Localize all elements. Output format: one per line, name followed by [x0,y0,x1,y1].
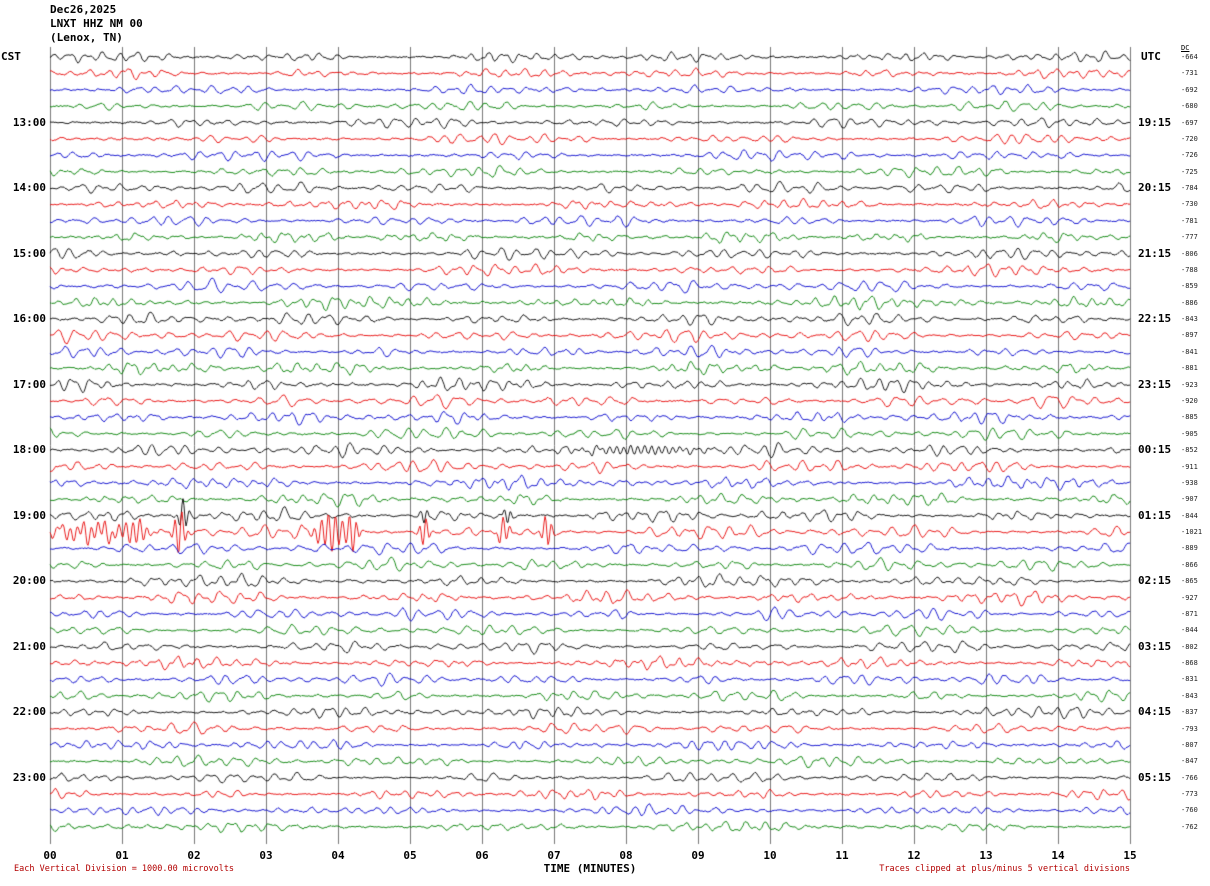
dc-offset-value: -927 [1181,593,1198,602]
minute-tick-label: 05 [403,849,417,862]
minute-tick-label: 15 [1123,849,1137,862]
hour-label-utc: 00:15 [1138,443,1172,457]
title-location: (Lenox, TN) [50,31,123,44]
dc-offset-value: -807 [1181,740,1198,749]
hour-label-utc: 20:15 [1138,181,1172,195]
dc-offset-value: -793 [1181,724,1198,733]
dc-offset-value: -920 [1181,396,1198,405]
hour-label-cst: 23:00 [12,770,46,784]
hour-label-cst: 14:00 [12,181,46,195]
dc-offset-value: -664 [1181,53,1198,61]
x-axis-title: TIME (MINUTES) [543,862,637,875]
minute-tick-label: 00 [43,849,57,862]
dc-offset-value: -720 [1181,134,1198,143]
hour-label-utc: 05:15 [1138,770,1172,784]
dc-offset-value: -866 [1181,560,1198,569]
hour-label-cst: 13:00 [12,115,46,129]
minute-tick-label: 10 [763,849,777,862]
dc-offset-value: -762 [1181,822,1198,831]
hour-label-utc: 04:15 [1138,705,1172,719]
dc-offset-value: -844 [1181,626,1198,635]
vertical-division-note: Each Vertical Division = 1000.00 microvo… [14,864,235,874]
hour-label-cst: 15:00 [12,246,46,260]
dc-offset-value: -802 [1181,642,1198,651]
minute-tick-label: 12 [907,849,921,862]
dc-offset-value: -777 [1181,233,1198,242]
hour-label-cst: 16:00 [12,312,46,326]
dc-column-header: DC [1181,44,1190,52]
dc-offset-value: -847 [1181,757,1198,766]
dc-offset-value: -881 [1181,364,1198,373]
hour-label-utc: 03:15 [1138,639,1172,653]
dc-offset-value: -889 [1181,544,1198,553]
minute-tick-label: 09 [691,849,705,862]
dc-offset-value: -841 [1181,347,1198,356]
dc-offset-value: -886 [1181,298,1198,307]
dc-offset-value: -831 [1181,675,1198,684]
hour-label-cst: 22:00 [12,705,46,719]
dc-offset-value: -837 [1181,708,1198,717]
minute-tick-label: 14 [1051,849,1065,862]
dc-offset-value: -871 [1181,609,1198,618]
hour-label-utc: 21:15 [1138,246,1172,260]
minute-tick-label: 06 [475,849,489,862]
dc-offset-value: -766 [1181,773,1198,782]
minute-tick-label: 08 [619,849,633,862]
dc-offset-value: -938 [1181,478,1198,487]
dc-offset-value: -1021 [1181,528,1203,537]
right-axis-label: UTC [1141,50,1161,63]
dc-offset-value: -784 [1181,184,1198,193]
hour-label-cst: 17:00 [12,377,46,391]
dc-offset-value: -905 [1181,429,1198,438]
hour-label-utc: 01:15 [1138,508,1172,522]
title-station: LNXT HHZ NM 00 [50,17,143,30]
dc-offset-value: -865 [1181,577,1198,586]
dc-offset-value: -806 [1181,249,1198,258]
dc-offset-value: -868 [1181,659,1198,668]
dc-offset-value: -788 [1181,265,1198,274]
hour-label-utc: 02:15 [1138,574,1172,588]
dc-offset-value: -680 [1181,102,1198,111]
minute-tick-label: 03 [259,849,273,862]
minute-tick-label: 04 [331,849,345,862]
dc-offset-value: -907 [1181,495,1198,504]
hour-label-utc: 23:15 [1138,377,1172,391]
clipping-note: Traces clipped at plus/minus 5 vertical … [879,864,1130,874]
dc-offset-value: -897 [1181,331,1198,340]
dc-offset-value: -781 [1181,216,1198,225]
dc-offset-value: -859 [1181,282,1198,291]
dc-offset-value: -773 [1181,790,1198,799]
dc-offset-value: -760 [1181,806,1198,815]
dc-offset-value: -852 [1181,446,1198,455]
left-axis-label: CST [1,50,21,63]
dc-offset-value: -726 [1181,151,1198,160]
hour-label-cst: 18:00 [12,443,46,457]
minute-tick-label: 02 [187,849,201,862]
dc-offset-value: -844 [1181,511,1198,520]
dc-offset-value: -725 [1181,167,1198,176]
dc-offset-value: -731 [1181,69,1198,78]
hour-label-utc: 22:15 [1138,312,1172,326]
dc-offset-value: -911 [1181,462,1198,471]
dc-offset-value: -885 [1181,413,1198,422]
minute-tick-label: 11 [835,849,849,862]
title-date: Dec26,2025 [50,3,117,16]
hour-label-cst: 20:00 [12,574,46,588]
hour-label-cst: 21:00 [12,639,46,653]
dc-offset-value: -843 [1181,691,1198,700]
dc-offset-value: -843 [1181,315,1198,324]
minute-tick-label: 07 [547,849,561,862]
hour-label-utc: 19:15 [1138,115,1172,129]
hour-label-cst: 19:00 [12,508,46,522]
minute-tick-label: 01 [115,849,129,862]
dc-offset-value: -923 [1181,380,1198,389]
minute-tick-label: 13 [979,849,993,862]
dc-offset-value: -730 [1181,200,1198,209]
dc-offset-value: -697 [1181,118,1198,127]
dc-offset-value: -692 [1181,85,1198,94]
